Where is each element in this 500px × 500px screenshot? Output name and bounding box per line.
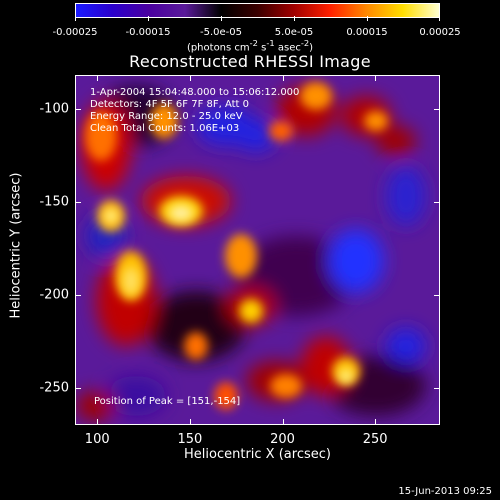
rhessi-image-plot: 1-Apr-2004 15:04:48.000 to 15:06:12.000 …	[75, 75, 440, 425]
y-tick	[75, 387, 81, 389]
y-tick	[434, 387, 440, 389]
colorbar-tick-label: 5.0e-05	[274, 27, 314, 38]
colorbar-tick	[221, 16, 222, 21]
y-tick-label: -100	[39, 101, 69, 116]
colorbar-tick-labels: -0.00025 -0.00015 -5.0e-05 5.0e-05 0.00015 0.…	[53, 20, 461, 38]
plot-title: Reconstructed RHESSI Image	[129, 52, 371, 71]
y-tick-label: -250	[39, 380, 69, 396]
y-tick	[434, 294, 440, 296]
x-tick	[97, 75, 99, 81]
x-tick	[375, 419, 377, 425]
y-tick	[75, 108, 81, 110]
time-range-annotation: 1-Apr-2004 15:04:48.000 to 15:06:12.000	[90, 87, 300, 98]
colorbar	[75, 3, 440, 18]
y-axis-label: Heliocentric Y (arcsec)	[8, 172, 24, 319]
y-tick-label: -150	[39, 194, 69, 210]
footer-date: 15-Jun-2013 09:25	[398, 486, 492, 497]
x-tick-label: 200	[270, 432, 295, 447]
x-tick-label: 100	[84, 432, 110, 447]
y-tick	[434, 108, 440, 110]
y-tick	[75, 201, 81, 203]
x-tick	[282, 75, 284, 81]
x-axis-label: Heliocentric X (arcsec)	[184, 447, 331, 462]
colorbar-tick-label: -5.0e-05	[200, 27, 242, 38]
y-tick-label: -200	[39, 287, 69, 303]
peak-position-annotation: Position of Peak = [151,-154]	[94, 396, 241, 407]
colorbar-tick	[148, 16, 149, 21]
y-tick	[75, 294, 81, 296]
colorbar-ticks	[75, 16, 440, 36]
colorbar-units: (photons cm-2 s-1 asec-2)	[186, 38, 314, 54]
colorbar-tick-label: 0.00025	[419, 27, 461, 38]
colorbar-tick	[367, 16, 368, 21]
y-tick	[434, 201, 440, 203]
x-tick	[97, 419, 99, 425]
energy-range-annotation: Energy Range: 12.0 - 25.0 keV	[90, 111, 243, 122]
rhessi-image	[76, 76, 439, 424]
colorbar-tick-label: -0.00025	[52, 27, 98, 38]
colorbar-tick-label: 0.00015	[346, 27, 388, 38]
x-tick	[282, 419, 284, 425]
x-tick-label: 250	[362, 432, 388, 447]
x-tick	[189, 419, 191, 425]
x-tick-label: 150	[177, 432, 203, 447]
colorbar-tick-label: -0.00015	[125, 27, 171, 38]
colorbar-tick	[439, 16, 440, 21]
colorbar-tick	[294, 16, 295, 21]
detectors-annotation: Detectors: 4F 5F 6F 7F 8F, Att 0	[90, 99, 250, 110]
method-counts-annotation: Clean Total Counts: 1.06E+03	[90, 123, 240, 134]
x-tick	[189, 75, 191, 81]
x-tick	[375, 75, 377, 81]
colorbar-tick	[75, 16, 76, 21]
